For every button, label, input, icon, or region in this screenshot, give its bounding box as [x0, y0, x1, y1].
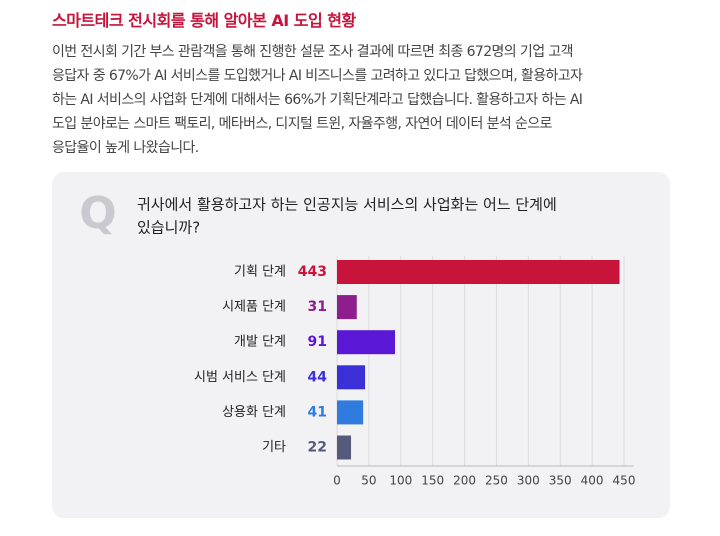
x-tick-label: 450	[613, 474, 636, 488]
y-tick-label: 상용화 단계	[222, 405, 286, 420]
value-label: 91	[308, 334, 327, 350]
value-label: 41	[308, 404, 327, 420]
bar	[337, 400, 364, 425]
y-tick-label: 기획 단계	[234, 265, 286, 280]
x-tick-label: 250	[485, 474, 508, 488]
y-tick-label: 개발 단계	[234, 335, 286, 350]
y-tick-label: 시범 서비스 단계	[194, 370, 286, 385]
x-tick-label: 350	[549, 474, 572, 488]
y-tick-label: 시제품 단계	[222, 300, 286, 315]
value-label: 22	[308, 440, 327, 456]
x-tick-label: 100	[389, 474, 412, 488]
body-line: 이번 전시회 기간 부스 관람객을 통해 진행한 설문 조사 결과에 따르면 최…	[52, 44, 574, 60]
value-label: 443	[298, 264, 327, 280]
value-label: 44	[308, 369, 328, 385]
body-text: 이번 전시회 기간 부스 관람객을 통해 진행한 설문 조사 결과에 따르면 최…	[52, 40, 583, 160]
bar	[337, 330, 396, 355]
y-tick-label: 기타	[262, 440, 286, 455]
heading: 스마트테크 전시회를 통해 알아본 AI 도입 현황	[52, 11, 356, 30]
question-text: 귀사에서 활용하고자 하는 인공지능 서비스의 사업화는 어느 단계에	[137, 196, 557, 214]
bar	[337, 295, 357, 320]
question-text: 있습니까?	[137, 219, 200, 237]
x-tick-label: 400	[581, 474, 604, 488]
x-tick-label: 0	[333, 474, 341, 488]
x-tick-label: 300	[517, 474, 540, 488]
body-line: 하는 AI 서비스의 사업화 단계에 대해서는 66%가 기획단계라고 답했습니…	[52, 92, 583, 108]
body-line: 응답자 중 67%가 AI 서비스를 도입했거나 AI 비즈니스를 고려하고 있…	[52, 68, 583, 84]
body-line: 응답율이 높게 나왔습니다.	[52, 140, 199, 156]
q-icon: Q	[79, 188, 116, 239]
x-tick-label: 50	[361, 474, 376, 488]
x-tick-label: 150	[421, 474, 444, 488]
x-tick-label: 200	[453, 474, 476, 488]
body-line: 도입 분야로는 스마트 팩토리, 메타버스, 디지털 트윈, 자율주행, 자연어…	[52, 116, 552, 132]
bar	[337, 260, 620, 284]
value-label: 31	[308, 299, 327, 315]
bar	[337, 435, 352, 460]
bar	[337, 365, 366, 390]
